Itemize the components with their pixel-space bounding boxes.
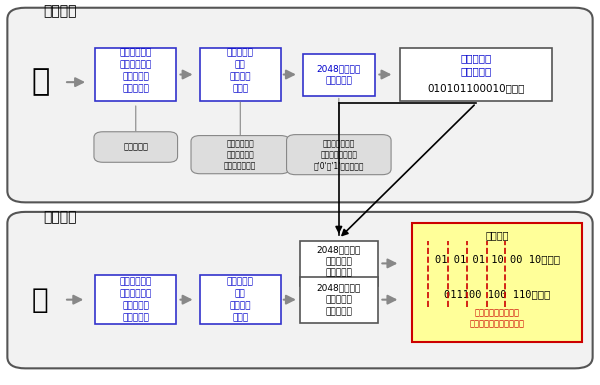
FancyBboxPatch shape: [300, 241, 377, 286]
FancyBboxPatch shape: [300, 277, 377, 323]
FancyBboxPatch shape: [412, 223, 582, 341]
Text: 抽出した特徴量
の冗長性を減らし
て'0'と'1'のデータ化: 抽出した特徴量 の冗長性を減らし て'0'と'1'のデータ化: [314, 139, 364, 170]
FancyBboxPatch shape: [7, 8, 593, 203]
Text: 大きな補正: 大きな補正: [123, 142, 148, 152]
FancyBboxPatch shape: [400, 48, 553, 101]
Text: 🤚: 🤚: [31, 68, 49, 97]
FancyBboxPatch shape: [200, 48, 281, 101]
Text: 照合処理: 照合処理: [485, 230, 509, 240]
FancyBboxPatch shape: [95, 48, 176, 101]
Text: 2048ビットの
特徴コード: 2048ビットの 特徴コード: [317, 64, 361, 85]
Text: 照合処理: 照合処理: [43, 211, 77, 224]
Text: 2048ビットの
特徴コード
（登録用）: 2048ビットの 特徴コード （登録用）: [317, 245, 361, 278]
Text: 登録データ
として保存: 登録データ として保存: [461, 54, 492, 77]
Text: 2048ビットの
特徴コード
（照合用）: 2048ビットの 特徴コード （照合用）: [317, 283, 361, 316]
Text: 手のひら静脈
画像の正規化
（位置ずれ
変形補正）: 手のひら静脈 画像の正規化 （位置ずれ 変形補正）: [119, 278, 152, 322]
Text: 小さな変形や
経時変化に強
い特徴量の抽出: 小さな変形や 経時変化に強 い特徴量の抽出: [224, 139, 256, 170]
Text: 正規化画像
から
特徴成分
の抽出: 正規化画像 から 特徴成分 の抽出: [227, 49, 254, 93]
Text: 登録処理: 登録処理: [43, 4, 77, 18]
FancyBboxPatch shape: [200, 275, 281, 325]
FancyBboxPatch shape: [94, 132, 178, 162]
Text: 01 01 01 10 00 10・・・: 01 01 01 10 00 10・・・: [434, 254, 560, 264]
FancyBboxPatch shape: [7, 212, 593, 368]
Text: 比較計算による照合
（不一致な箇所を集計）: 比較計算による照合 （不一致な箇所を集計）: [470, 309, 524, 329]
Text: 手のひら静脈
画像の正規化
（位置ずれ
変形補正）: 手のひら静脈 画像の正規化 （位置ずれ 変形補正）: [119, 49, 152, 93]
Text: 🤚: 🤚: [32, 286, 49, 314]
Text: 010101100010・・・: 010101100010・・・: [427, 83, 525, 93]
Text: 正規化画像
から
特徴成分
の抽出: 正規化画像 から 特徴成分 の抽出: [227, 278, 254, 322]
FancyBboxPatch shape: [303, 54, 374, 95]
FancyBboxPatch shape: [191, 136, 290, 174]
FancyBboxPatch shape: [95, 275, 176, 325]
Text: 011100 100 110・・・: 011100 100 110・・・: [444, 289, 550, 299]
FancyBboxPatch shape: [287, 135, 391, 175]
